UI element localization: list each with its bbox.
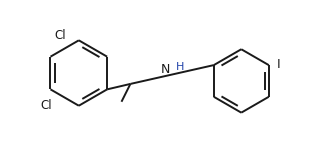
Text: Cl: Cl <box>41 99 52 112</box>
Text: Cl: Cl <box>54 29 66 42</box>
Text: N: N <box>161 63 170 76</box>
Text: I: I <box>277 58 280 71</box>
Text: H: H <box>176 62 184 72</box>
